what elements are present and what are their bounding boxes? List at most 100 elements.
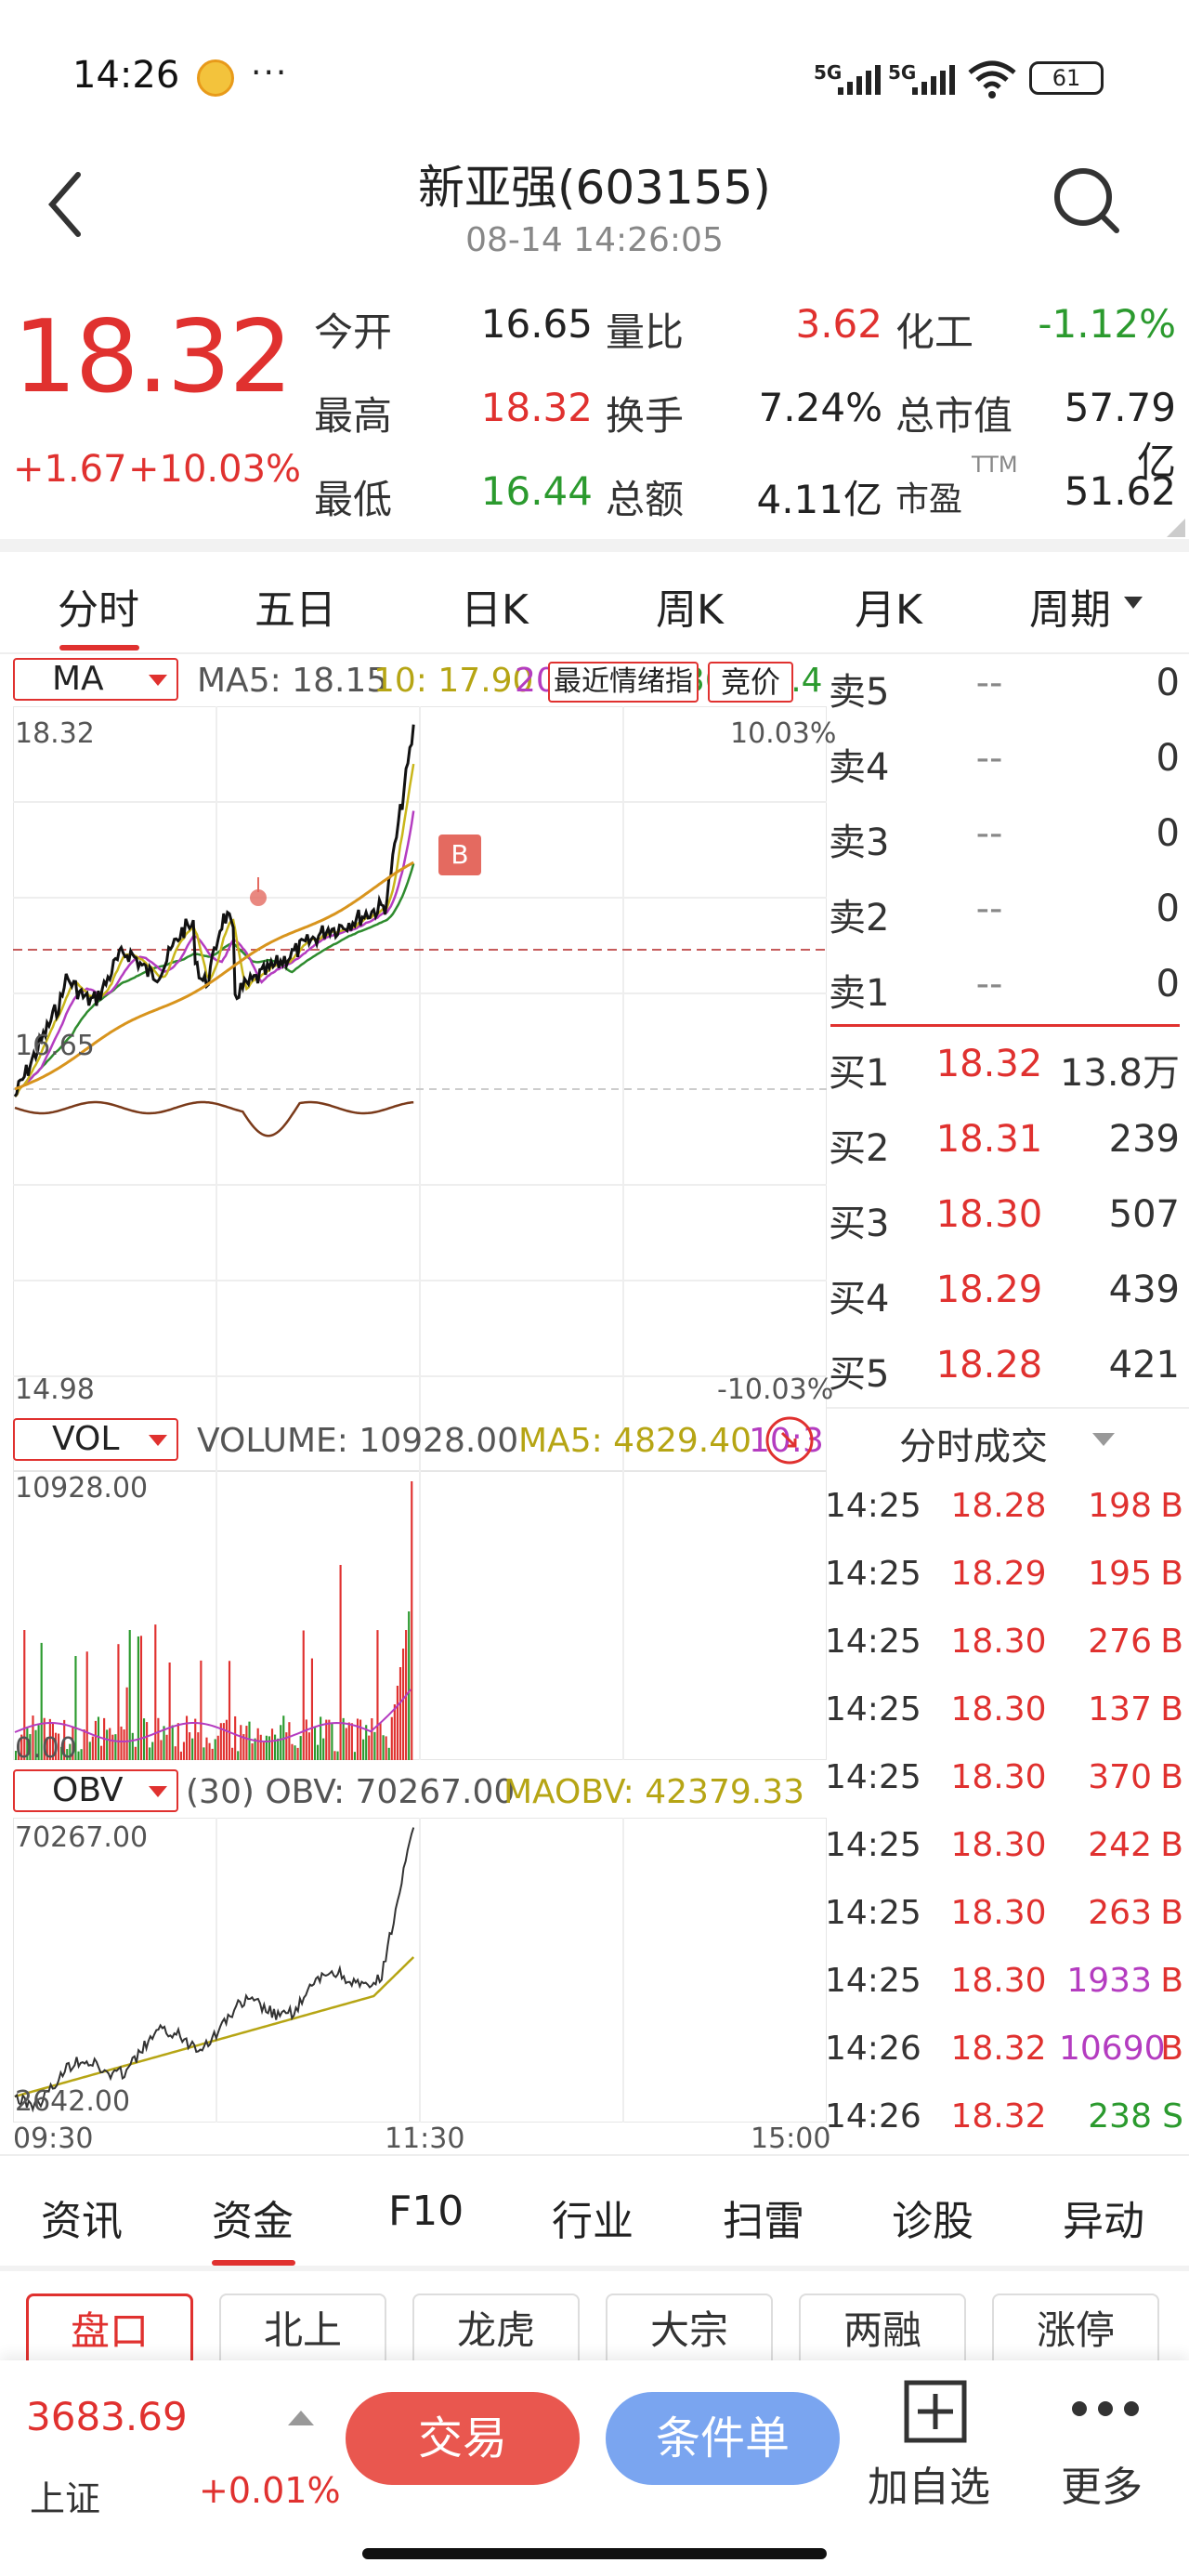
trade-time: 14:25	[825, 1758, 921, 1796]
trade-price: 18.29	[950, 1555, 1047, 1593]
sell-level-volume[interactable]: 0	[1156, 963, 1180, 1005]
vol-indicator-select[interactable]: VOL	[13, 1418, 178, 1461]
quote-label: 量比	[606, 309, 685, 355]
sell-level-volume[interactable]: 0	[1156, 887, 1180, 930]
buy-level-volume[interactable]: 13.8万	[1059, 1052, 1180, 1095]
chip-margin[interactable]: 两融	[799, 2293, 966, 2368]
tab-daily-k[interactable]: 日K	[461, 586, 529, 634]
tab-f10[interactable]: F10	[388, 2188, 464, 2235]
volume-bar	[171, 1725, 174, 1760]
volume-bar	[69, 1743, 72, 1760]
tab-risk-scan[interactable]: 扫雷	[723, 2198, 804, 2245]
trade-volume: 276	[1088, 1623, 1152, 1661]
buy-level-volume[interactable]: 421	[1108, 1344, 1180, 1387]
volume-bar	[165, 1734, 168, 1760]
tab-weekly-k[interactable]: 周K	[656, 586, 724, 634]
tab-movement[interactable]: 异动	[1063, 2198, 1144, 2245]
volume-bar	[106, 1729, 109, 1760]
quote-value: 3.62	[795, 301, 882, 347]
chip-dragon-tiger[interactable]: 龙虎	[412, 2293, 580, 2368]
tab-news[interactable]: 资讯	[41, 2198, 123, 2245]
volume-bar	[114, 1734, 117, 1760]
tab-intraday[interactable]: 分时	[58, 586, 139, 634]
sell-level-volume[interactable]: 0	[1156, 737, 1180, 780]
chip-limit-up[interactable]: 涨停	[992, 2293, 1159, 2368]
chevron-down-icon[interactable]	[1092, 1433, 1115, 1446]
buy-level-volume[interactable]: 239	[1108, 1118, 1180, 1161]
volume-bar	[60, 1746, 63, 1760]
active-tab-indicator	[59, 645, 139, 651]
collapse-icon[interactable]	[764, 1414, 816, 1466]
recent-sentiment-button[interactable]: 最近情绪指	[548, 662, 699, 703]
sell-level-price[interactable]: --	[975, 662, 1003, 704]
tab-funds[interactable]: 资金	[212, 2198, 294, 2245]
chip-order-book[interactable]: 盘口	[26, 2293, 193, 2368]
volume-bar	[382, 1735, 385, 1760]
ma5-readout: MA5: 18.15	[197, 662, 388, 700]
more-label[interactable]: 更多	[1061, 2464, 1143, 2511]
tab-diagnosis[interactable]: 诊股	[892, 2198, 973, 2245]
sell-level-volume[interactable]: 0	[1156, 662, 1180, 704]
volume-bar	[54, 1732, 58, 1760]
order-book-divider	[830, 1024, 1180, 1027]
more-notifications-icon: ···	[251, 54, 289, 92]
volume-bar	[237, 1751, 240, 1760]
buy-level-price[interactable]: 18.29	[935, 1268, 1043, 1311]
volume-bar	[299, 1736, 302, 1760]
sell-level-volume[interactable]: 0	[1156, 812, 1180, 855]
intraday-price-chart[interactable]	[13, 706, 827, 1472]
sell-level-label: 卖2	[829, 897, 890, 940]
buy-level-price[interactable]: 18.30	[935, 1193, 1043, 1236]
ma-indicator-select[interactable]: MA	[13, 658, 178, 701]
sell-level-price[interactable]: --	[975, 963, 1003, 1005]
tab-monthly-k[interactable]: 月K	[855, 586, 922, 634]
volume-bar	[154, 1624, 157, 1760]
search-icon[interactable]	[1050, 164, 1124, 238]
buy-level-price[interactable]: 18.32	[935, 1043, 1043, 1085]
expand-corner-icon[interactable]	[1167, 519, 1185, 537]
sell-level-price[interactable]: --	[975, 737, 1003, 780]
volume-bar	[251, 1743, 254, 1760]
volume-bar	[208, 1742, 211, 1760]
volume-bar	[40, 1642, 43, 1760]
trade-side: B	[1160, 1826, 1183, 1864]
volume-bar	[288, 1722, 291, 1760]
sector-link[interactable]: 化工	[895, 309, 974, 355]
tab-five-day[interactable]: 五日	[255, 586, 336, 634]
auction-button[interactable]: 竞价	[708, 662, 794, 703]
buy-level-volume[interactable]: 439	[1108, 1268, 1180, 1311]
add-watchlist-label[interactable]: 加自选	[868, 2464, 990, 2511]
obv-indicator-select[interactable]: OBV	[13, 1769, 178, 1812]
buy-level-label: 买1	[829, 1052, 890, 1095]
conditional-order-button[interactable]: 条件单	[606, 2392, 840, 2485]
trade-time: 14:25	[825, 1894, 921, 1932]
buy-level-price[interactable]: 18.28	[935, 1344, 1043, 1387]
trade-price: 18.32	[950, 2097, 1047, 2136]
chip-northbound[interactable]: 北上	[219, 2293, 386, 2368]
trades-title[interactable]: 分时成交	[899, 1426, 1048, 1468]
volume-bar	[219, 1723, 222, 1760]
buy-signal-marker[interactable]: B	[438, 835, 481, 875]
volume-bar	[174, 1746, 176, 1760]
volume-bar	[280, 1725, 282, 1760]
back-arrow-icon[interactable]	[37, 167, 93, 242]
tab-industry[interactable]: 行业	[552, 2198, 634, 2245]
trade-price: 18.32	[950, 2030, 1047, 2068]
add-watchlist-icon[interactable]	[903, 2379, 968, 2444]
sell-level-price[interactable]: --	[975, 812, 1003, 855]
volume-bar	[353, 1752, 357, 1760]
tab-period[interactable]: 周期	[1029, 586, 1111, 634]
volume-chart[interactable]	[13, 1470, 827, 1760]
buy-level-volume[interactable]: 507	[1108, 1193, 1180, 1236]
trade-price: 18.30	[950, 1962, 1047, 2000]
volume-bar	[365, 1725, 368, 1760]
chevron-up-icon[interactable]	[288, 2411, 314, 2425]
buy-level-price[interactable]: 18.31	[935, 1118, 1043, 1161]
chip-block-trade[interactable]: 大宗	[606, 2293, 773, 2368]
trade-button[interactable]: 交易	[346, 2392, 580, 2485]
more-icon[interactable]	[1068, 2398, 1143, 2420]
index-value[interactable]: 3683.69	[26, 2394, 188, 2439]
obv-chart[interactable]	[13, 1818, 827, 2123]
volume-bar	[379, 1722, 382, 1760]
sell-level-price[interactable]: --	[975, 887, 1003, 930]
